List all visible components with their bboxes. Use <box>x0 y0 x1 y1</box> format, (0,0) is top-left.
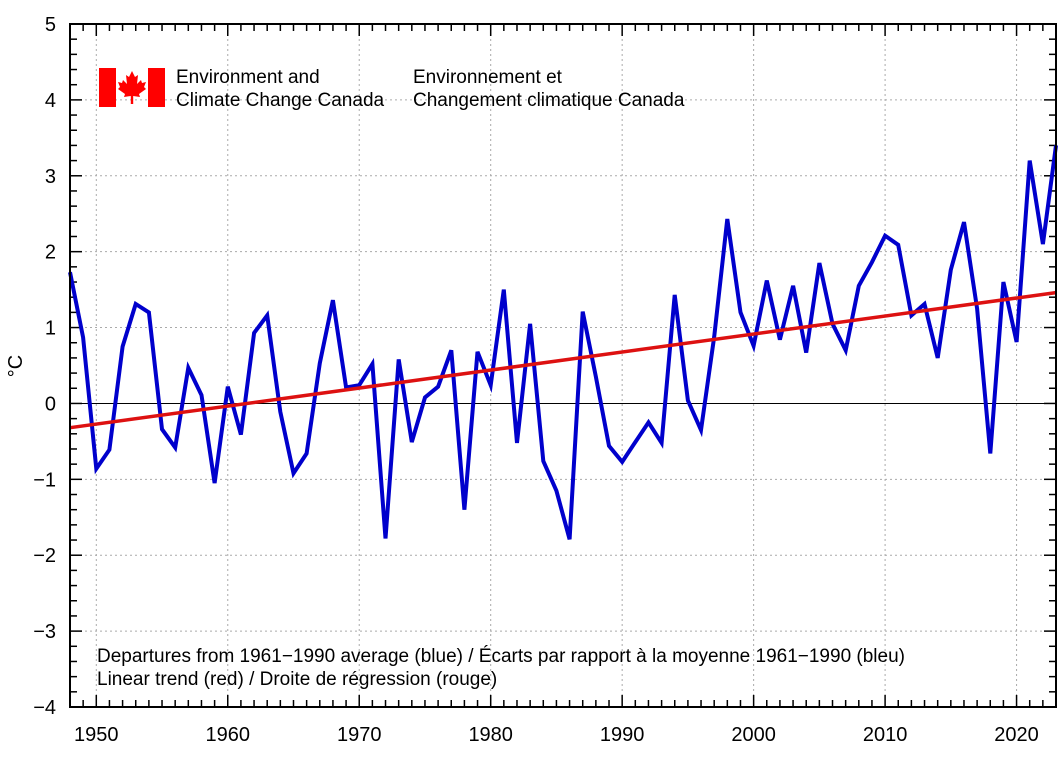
series-layer <box>68 145 1058 540</box>
y-tick-label: 0 <box>45 393 56 415</box>
x-tick-label: 1980 <box>468 724 513 746</box>
axis-ticks <box>69 23 1057 708</box>
x-tick-label: 2010 <box>863 724 908 746</box>
logo-fr-line2: Changement climatique Canada <box>413 90 685 111</box>
annotation-line2: Linear trend (red) / Droite de régressio… <box>97 669 497 690</box>
x-tick-label: 2000 <box>731 724 776 746</box>
logo-fr-line1: Environnement et <box>413 67 563 88</box>
y-axis-label: °C <box>5 355 27 377</box>
y-tick-label: −1 <box>33 469 56 491</box>
grid <box>70 23 1056 708</box>
y-tick-label: 4 <box>45 90 56 112</box>
y-tick-label: 1 <box>45 318 56 340</box>
eccc-logo: Environment and Climate Change Canada En… <box>99 67 685 111</box>
y-tick-labels: −4 −3 −2 −1 0 1 2 3 4 5 <box>33 14 56 719</box>
x-tick-label: 1990 <box>600 724 645 746</box>
y-tick-label: −2 <box>33 545 56 567</box>
x-tick-label: 1960 <box>206 724 251 746</box>
plot-frame <box>69 23 1057 708</box>
logo-en-line1: Environment and <box>176 67 320 88</box>
departure-series-line <box>68 145 1058 540</box>
x-tick-label: 1950 <box>74 724 119 746</box>
x-tick-label: 1970 <box>337 724 382 746</box>
x-tick-labels: 1950 1960 1970 1980 1990 2000 2010 2020 <box>74 724 1039 746</box>
y-tick-label: −4 <box>33 697 56 719</box>
y-tick-label: 2 <box>45 242 56 264</box>
canada-flag-icon <box>99 68 165 107</box>
maple-leaf-icon <box>118 71 146 104</box>
logo-en-line2: Climate Change Canada <box>176 90 385 111</box>
x-tick-label: 2020 <box>994 724 1039 746</box>
y-tick-label: 3 <box>45 166 56 188</box>
trend-line <box>69 290 1057 430</box>
y-tick-label: 5 <box>45 14 56 36</box>
y-tick-label: −3 <box>33 621 56 643</box>
annotation-line1: Departures from 1961−1990 average (blue)… <box>97 646 905 667</box>
